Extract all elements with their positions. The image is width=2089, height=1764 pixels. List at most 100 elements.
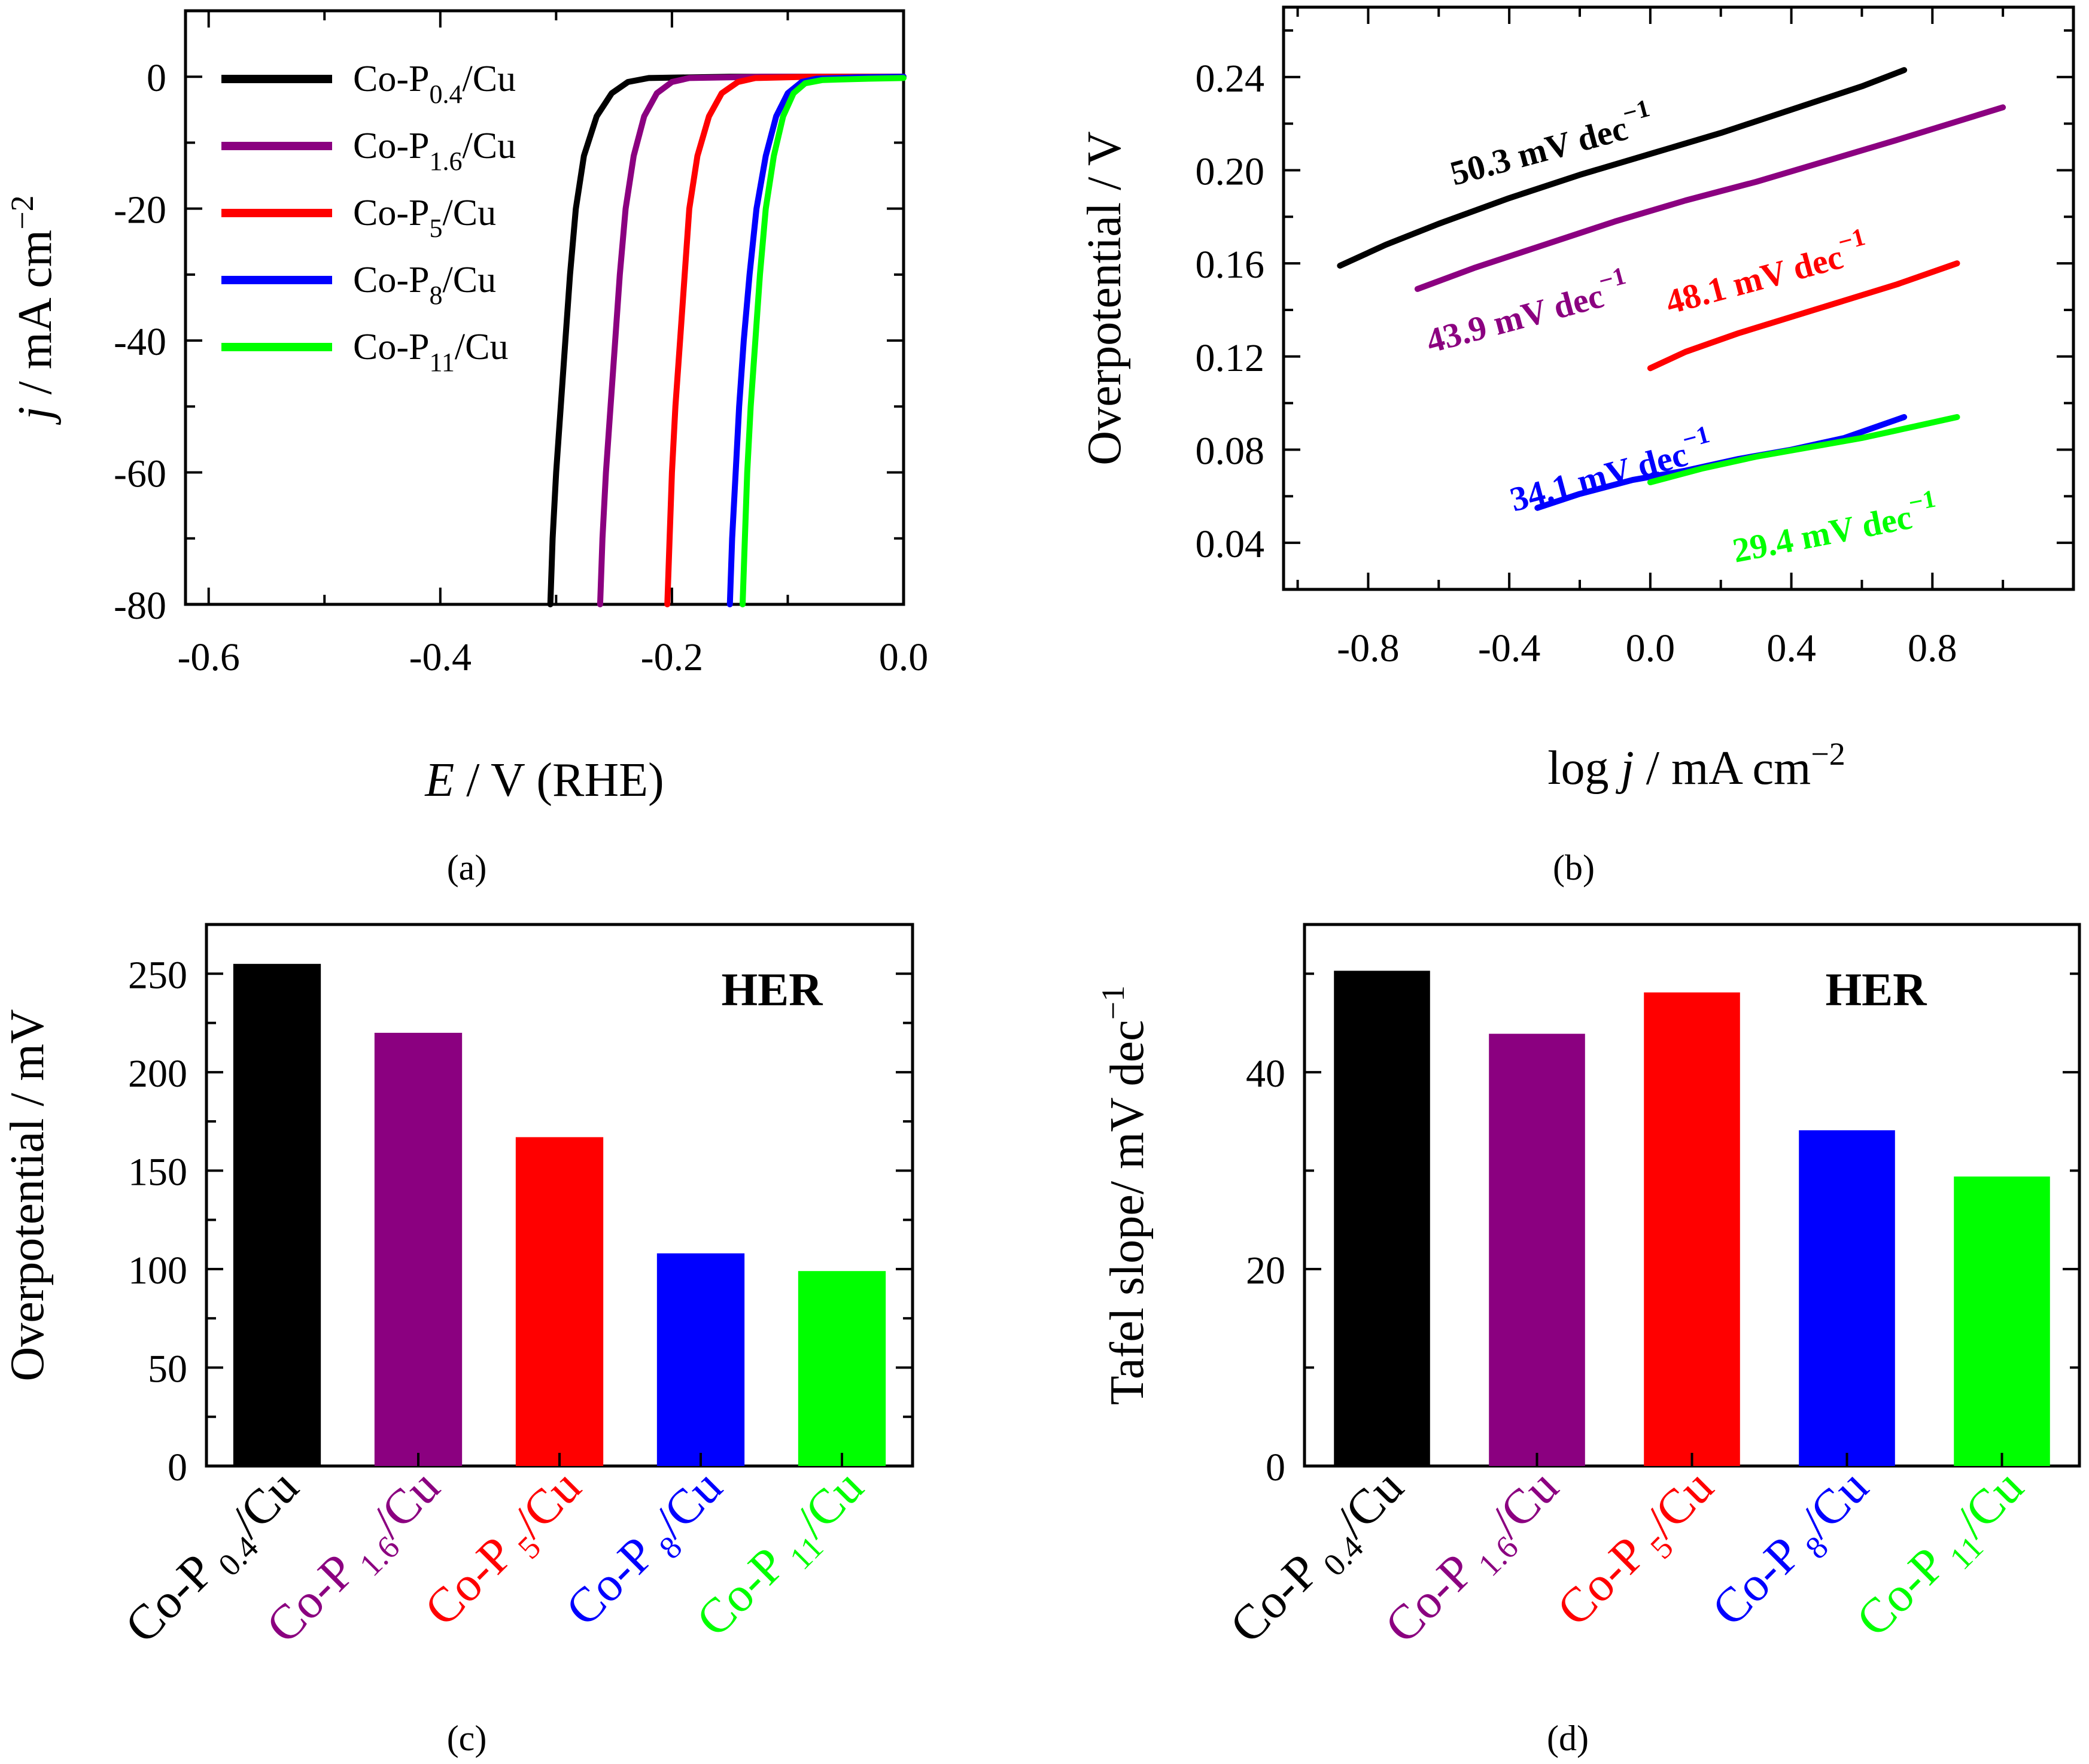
tafel-slope-label: 29.4 mV dec−1 xyxy=(1728,485,1942,570)
bar-Co-P1.6/Cu xyxy=(1489,1033,1585,1466)
tafel-slope-value: 43.9 mV dec xyxy=(1422,276,1608,360)
panel-b-frame xyxy=(1282,5,2075,591)
y-tick-label: -20 xyxy=(114,188,166,232)
legend-label-main: Co-P xyxy=(353,327,429,367)
y-tick-label: -80 xyxy=(114,584,166,628)
y-tick-label: 100 xyxy=(128,1249,187,1292)
x-tick-label: 0.4 xyxy=(1766,626,1816,670)
bar-Co-P0.4/Cu xyxy=(1334,971,1430,1466)
category-label-suffix: /Cu xyxy=(644,1459,732,1547)
y-axis-title-text: Overpotential / mV xyxy=(1,1009,54,1381)
x-tick-label: -0.6 xyxy=(177,635,239,679)
x-tick-label: -0.2 xyxy=(641,635,703,679)
y-tick-label: 250 xyxy=(128,953,187,997)
legend-label: Co-P11/Cu xyxy=(353,327,508,377)
bar-Co-P5/Cu xyxy=(1644,992,1740,1466)
category-label-suffix: /Cu xyxy=(1325,1459,1413,1547)
category-label: Co-P 5/Cu xyxy=(414,1459,598,1643)
category-label-suffix: /Cu xyxy=(1790,1459,1878,1547)
category-label-main: Co-P xyxy=(114,1543,224,1653)
x-tick-label: -0.4 xyxy=(1478,626,1540,670)
tafel-slope-value: 29.4 mV dec xyxy=(1729,497,1915,570)
y-tick-label: 200 xyxy=(128,1052,187,1096)
bar-Co-P8/Cu xyxy=(656,1253,745,1466)
panel-c: 0 50 100 150 200 250 Overpotential / mV HER Co-P… xyxy=(1,923,914,1758)
x-tick-label: 0.0 xyxy=(879,635,929,679)
legend-label: Co-P8/Cu xyxy=(353,260,496,310)
tafel-slope-exponent: −1 xyxy=(1906,485,1938,518)
legend-label-main: Co-P xyxy=(353,126,429,166)
legend-label-subscript: 11 xyxy=(429,348,454,377)
x-tick-label: -0.8 xyxy=(1337,626,1399,670)
x-axis-title: log j / mA cm−2 xyxy=(1547,736,1845,795)
legend-label-suffix: /Cu xyxy=(462,59,516,99)
curve-Co-P1.6/Cu xyxy=(597,74,907,607)
tafel-slope-label: 34.1 mV dec−1 xyxy=(1504,421,1717,519)
y-axis-title: Overpotential / V xyxy=(1078,131,1131,465)
panel-a-frame xyxy=(184,9,905,606)
legend-label-main: Co-P xyxy=(353,260,429,300)
category-label-suffix: /Cu xyxy=(361,1459,450,1547)
y-tick-label: 20 xyxy=(1246,1249,1285,1292)
her-annotation: HER xyxy=(721,963,823,1015)
y-tick-label: 150 xyxy=(128,1150,187,1194)
her-annotation: HER xyxy=(1825,963,1927,1015)
curve-Co-P0.4/Cu xyxy=(547,74,907,607)
category-label-main: Co-P xyxy=(414,1526,524,1637)
bar-Co-P0.4/Cu xyxy=(233,963,321,1466)
y-axis-title: j / mA cm−2 xyxy=(4,195,62,425)
legend-label: Co-P5/Cu xyxy=(353,193,496,243)
x-axis-title-exponent: −2 xyxy=(1811,736,1845,772)
tafel-line-Co-P5/Cu xyxy=(1647,260,1960,372)
tafel-line-Co-P11/Cu xyxy=(1647,414,1960,485)
category-label-main: Co-P xyxy=(686,1537,796,1647)
y-tick-label: 0.12 xyxy=(1196,336,1265,380)
tafel-line-Co-P0.4/Cu xyxy=(1337,67,1908,269)
x-axis-title: E / V (RHE) xyxy=(424,754,664,807)
y-tick-label: 40 xyxy=(1246,1052,1285,1096)
x-axis-title-symbol: E xyxy=(424,754,454,807)
panel-a: -0.6 -0.4 -0.2 0.0 0 -20 -40 -60 -80 E / V (RHE) j… xyxy=(4,9,929,887)
category-label-main: Co-P xyxy=(1375,1543,1485,1653)
y-axis-title-exponent: −2 xyxy=(4,195,40,229)
legend-label-subscript: 8 xyxy=(429,281,442,310)
y-tick-label: 0 xyxy=(168,1446,187,1489)
x-tick-label: -0.4 xyxy=(409,635,472,679)
y-tick-label: 0.16 xyxy=(1196,243,1265,287)
category-label-suffix: /Cu xyxy=(503,1459,591,1547)
y-axis-title-symbol: j xyxy=(9,406,62,425)
bar-Co-P11/Cu xyxy=(798,1271,886,1466)
x-axis-title-unit: / V (RHE) xyxy=(454,754,664,807)
panel-label-b: (b) xyxy=(1553,848,1595,887)
y-axis-title-unit: / mA cm xyxy=(9,230,62,407)
y-tick-label: 0.08 xyxy=(1196,429,1265,473)
panel-label: (d) xyxy=(1547,1719,1589,1758)
category-label: Co-P 11/Cu xyxy=(1846,1459,2041,1653)
y-tick-label: 0.20 xyxy=(1196,150,1265,193)
category-label-main: Co-P xyxy=(555,1526,665,1637)
panel-label: (c) xyxy=(447,1719,487,1758)
legend-label-main: Co-P xyxy=(353,193,429,233)
y-tick-label: 0 xyxy=(1266,1446,1285,1489)
legend-label: Co-P1.6/Cu xyxy=(353,126,516,176)
bar-Co-P11/Cu xyxy=(1954,1176,2050,1466)
legend-label-suffix: /Cu xyxy=(442,260,496,300)
panel-b: -0.8 -0.4 0.0 0.4 0.8 0.04 0.08 0.12 0.16 0.20 0.2… xyxy=(1078,5,2075,887)
y-tick-label: 0.24 xyxy=(1196,57,1265,101)
legend-label-subscript: 0.4 xyxy=(429,80,462,109)
legend-label-main: Co-P xyxy=(353,59,429,99)
legend-label-suffix: /Cu xyxy=(455,327,509,367)
category-label-suffix: /Cu xyxy=(1945,1459,2033,1547)
y-tick-label: -60 xyxy=(114,452,166,496)
category-label-main: Co-P xyxy=(1701,1526,1811,1637)
tafel-slope-label: 50.3 mV dec−1 xyxy=(1444,95,1657,193)
bar-Co-P1.6/Cu xyxy=(374,1033,463,1466)
bar-Co-P8/Cu xyxy=(1799,1130,1895,1466)
legend-label: Co-P0.4/Cu xyxy=(353,59,516,109)
y-axis-title: Overpotential / mV xyxy=(1,1009,54,1381)
bar-Co-P5/Cu xyxy=(515,1137,604,1466)
curve-Co-P11/Cu xyxy=(740,75,907,607)
category-label-main: Co-P xyxy=(1846,1537,1956,1647)
